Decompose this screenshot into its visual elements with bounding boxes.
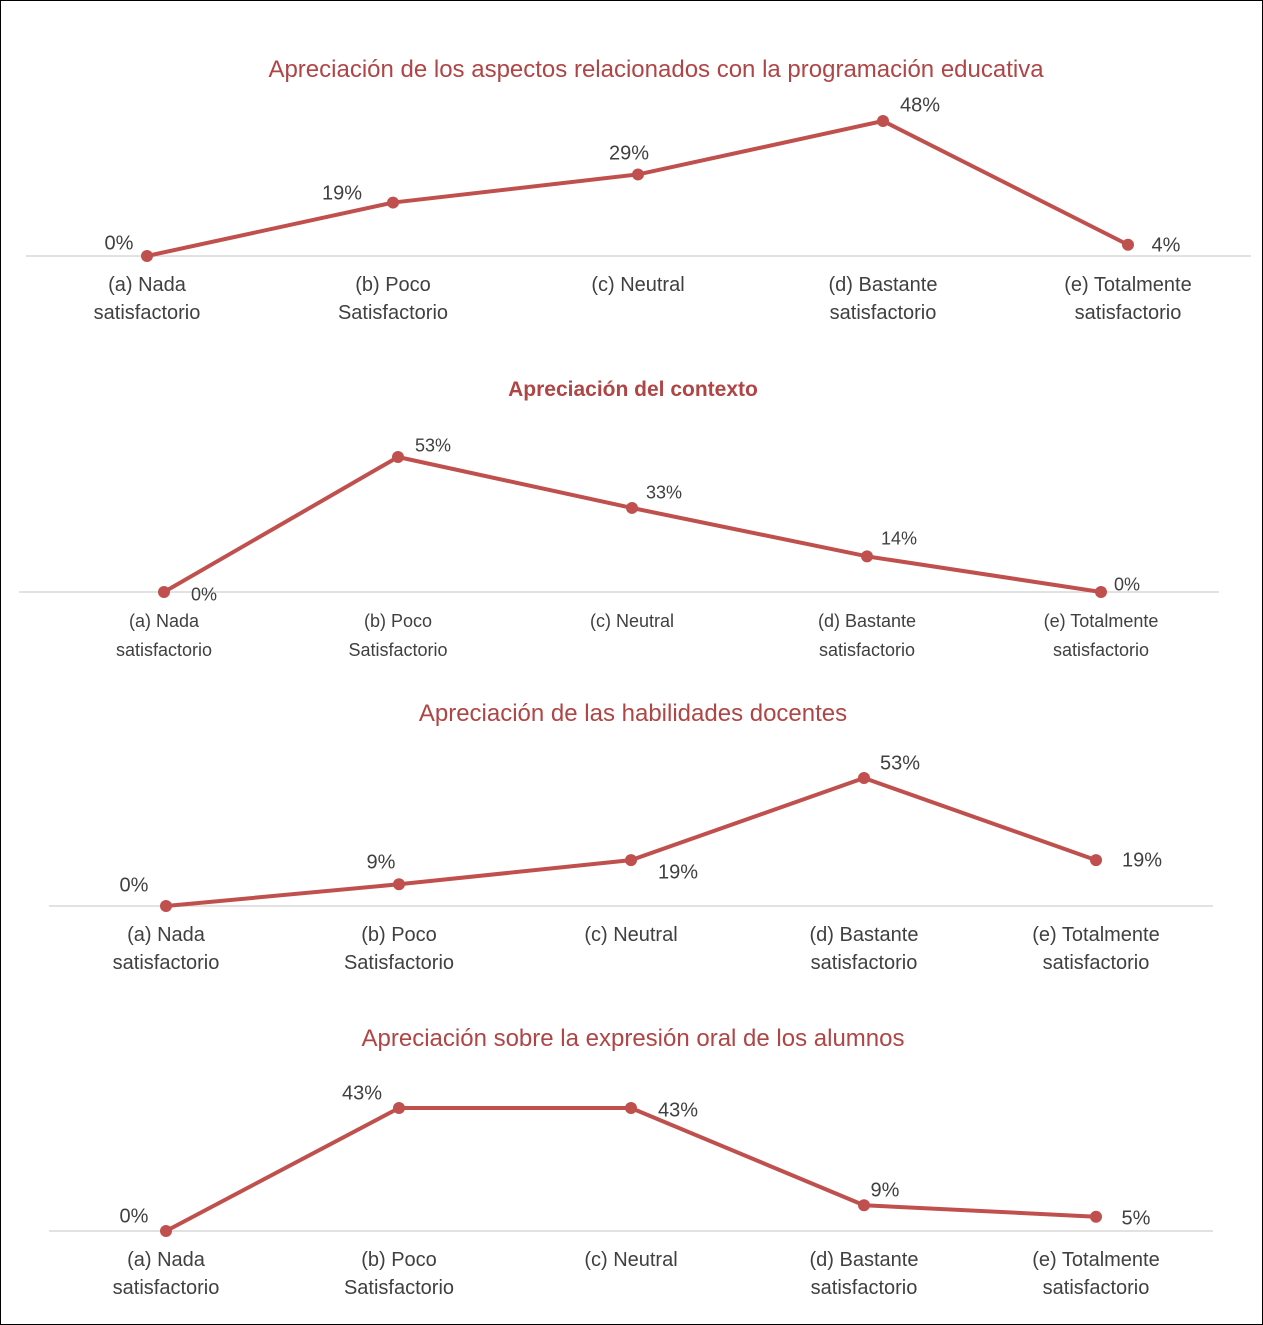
data-point (858, 772, 870, 784)
x-tick-label: (e) Totalmente satisfactorio (1064, 274, 1192, 324)
data-point (1122, 238, 1134, 251)
x-tick-label: (e) Totalmente satisfactorio (1043, 611, 1159, 660)
data-label: 43% (341, 1082, 383, 1105)
x-tick-label: (e) Totalmente satisfactorio (1032, 1249, 1160, 1299)
data-point (625, 854, 637, 867)
data-point (158, 586, 170, 598)
data-label: 19% (657, 861, 699, 884)
x-tick-label: (b) Poco Satisfactorio (348, 611, 448, 660)
x-tick-label: (b) Poco Satisfactorio (343, 924, 455, 974)
data-point (160, 1225, 172, 1237)
data-point (387, 196, 399, 209)
data-label: 29% (608, 142, 650, 165)
data-point (858, 1199, 870, 1212)
data-label: 19% (321, 182, 363, 205)
data-label: 19% (1121, 849, 1163, 872)
line-series (165, 1106, 1097, 1233)
data-point (393, 878, 405, 891)
line-series (146, 119, 1129, 258)
x-tick-label: (d) Bastante satisfactorio (809, 1249, 919, 1299)
x-tick-label: (a) Nada satisfactorio (112, 924, 220, 974)
data-point (392, 451, 404, 463)
data-label: 53% (879, 752, 921, 775)
x-tick-label: (a) Nada satisfactorio (93, 274, 201, 324)
data-point (632, 168, 644, 181)
x-tick-label: (d) Bastante satisfactorio (817, 611, 917, 660)
data-label: 33% (645, 482, 683, 503)
data-label: 0% (190, 584, 218, 605)
x-tick-label: (c) Neutral (584, 924, 678, 946)
data-point (861, 550, 873, 563)
x-tick-label: (e) Totalmente satisfactorio (1032, 924, 1160, 974)
data-point (1090, 1210, 1102, 1223)
data-point (626, 501, 638, 514)
x-tick-label: (b) Poco Satisfactorio (337, 274, 449, 324)
line-series (165, 776, 1097, 908)
data-label: 0% (104, 232, 134, 255)
data-label: 0% (1113, 574, 1141, 595)
data-label: 5% (1121, 1207, 1151, 1230)
x-tick-label: (d) Bastante satisfactorio (828, 274, 938, 324)
data-point (141, 250, 153, 262)
data-label: 48% (899, 94, 941, 117)
data-label: 4% (1151, 234, 1181, 257)
data-point (877, 115, 889, 127)
data-label: 9% (870, 1179, 900, 1202)
data-label: 14% (880, 528, 918, 549)
chart-title: Apreciación de los aspectos relacionados… (268, 56, 1044, 83)
data-point (1095, 586, 1107, 598)
line-series (163, 455, 1102, 594)
data-label: 0% (119, 874, 149, 897)
data-point (1090, 854, 1102, 867)
x-tick-label: (b) Poco Satisfactorio (343, 1249, 455, 1299)
data-point (625, 1102, 637, 1114)
x-tick-label: (a) Nada satisfactorio (115, 611, 213, 660)
x-tick-label: (c) Neutral (591, 274, 685, 296)
data-label: 0% (119, 1205, 149, 1228)
data-point (160, 900, 172, 912)
data-point (393, 1102, 405, 1114)
data-label: 9% (366, 851, 396, 874)
x-tick-label: (c) Neutral (584, 1249, 678, 1271)
x-tick-label: (c) Neutral (589, 611, 674, 631)
chart-title: Apreciación sobre la expresión oral de l… (361, 1025, 905, 1052)
x-tick-label: (a) Nada satisfactorio (112, 1249, 220, 1299)
chart-title: Apreciación de las habilidades docentes (418, 700, 848, 727)
x-tick-label: (d) Bastante satisfactorio (809, 924, 919, 974)
data-label: 53% (414, 435, 452, 456)
data-label: 43% (657, 1099, 699, 1122)
chart-title: Apreciación del contexto (508, 378, 758, 401)
